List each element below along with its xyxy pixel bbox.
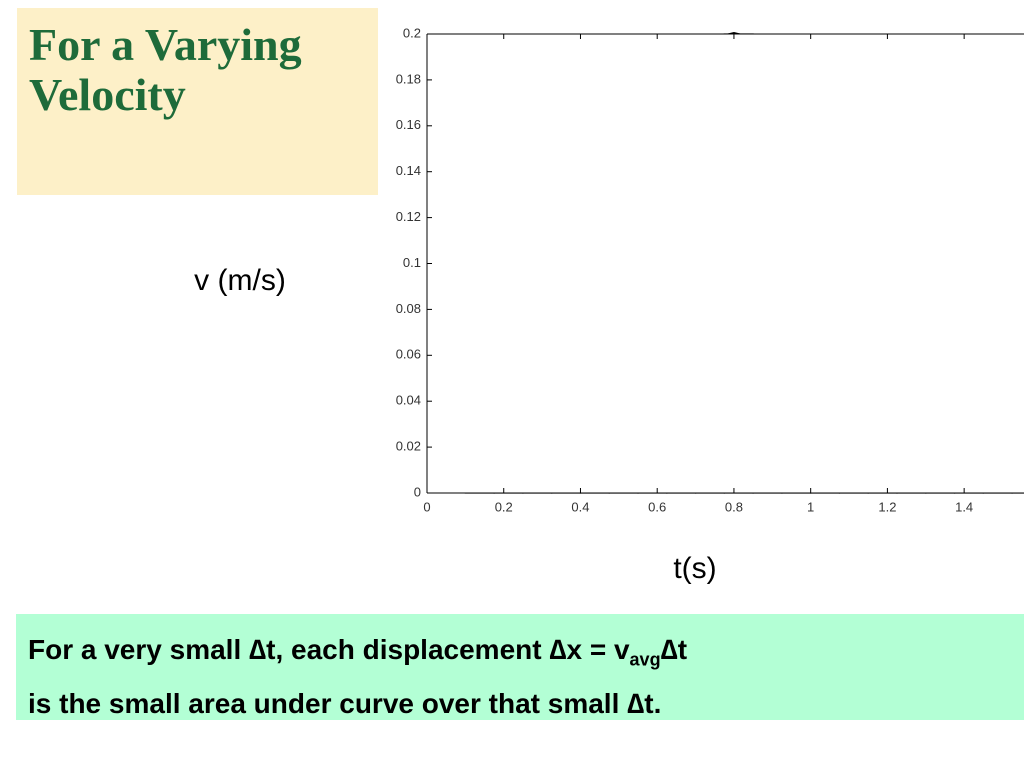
x-tick-label: 0.4 (571, 499, 589, 514)
y-tick-label: 0 (414, 484, 421, 499)
y-tick-label: 0.18 (396, 71, 421, 86)
caption-subscript: avg (629, 649, 661, 670)
x-axis-label: t(s) (673, 552, 716, 585)
x-tick-label: 0.8 (725, 499, 743, 514)
x-tick-label: 0.2 (495, 499, 513, 514)
plot-background (427, 34, 1024, 493)
y-tick-label: 0.02 (396, 439, 421, 454)
caption-text: ∆t (660, 634, 688, 665)
x-tick-label: 1.4 (955, 499, 973, 514)
x-tick-label: 0.6 (648, 499, 666, 514)
y-tick-label: 0.08 (396, 301, 421, 316)
x-tick-label: 0 (423, 499, 430, 514)
y-tick-label: 0.12 (396, 209, 421, 224)
x-tick-label: 1 (807, 499, 814, 514)
caption: For a very small ∆t, each displacement ∆… (16, 614, 1024, 720)
y-tick-label: 0.1 (403, 255, 421, 270)
y-tick-label: 0.04 (396, 393, 421, 408)
caption-text: For a very small ∆t, each displacement ∆… (28, 634, 630, 665)
slide-title: For a Varying Velocity (17, 8, 378, 195)
caption-text: is the small area under curve over that … (28, 687, 662, 719)
y-axis-label: v (m/s) (194, 264, 286, 297)
chart: v (m/s) t(s) 0 0.02 0.04 0.06 0.08 0.1 0.12 0.1… (194, 25, 1024, 585)
x-tick-label: 1.2 (878, 499, 896, 514)
y-tick-label: 0.16 (396, 117, 421, 132)
y-tick-label: 0.14 (396, 163, 421, 178)
y-tick-label: 0.2 (403, 25, 421, 40)
y-tick-label: 0.06 (396, 347, 421, 362)
